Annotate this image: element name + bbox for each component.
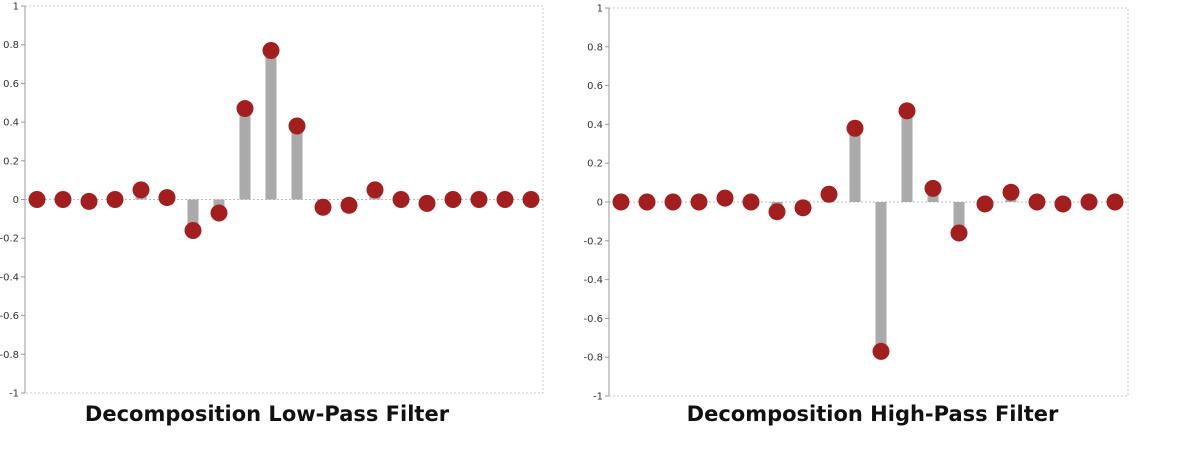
high-pass-point <box>1106 193 1124 211</box>
low-pass-point <box>470 191 488 208</box>
low-pass-point <box>210 204 228 222</box>
low-pass-plot: 1 0.8 0.6 0.4 0.2 0 -0.2 -0.4 -0.6 -0.8 -1 <box>0 2 544 400</box>
low-pass-point <box>444 191 462 208</box>
low-pass-point <box>418 194 436 212</box>
high-pass-point <box>1054 195 1072 213</box>
low-pass-point <box>80 192 98 210</box>
low-pass-point <box>54 191 72 208</box>
y-tick-label: -0.2 <box>583 236 603 247</box>
high-pass-point <box>846 119 864 137</box>
y-tick-label: 0.4 <box>3 118 19 129</box>
low-pass-stem <box>187 199 199 231</box>
high-pass-point <box>1028 193 1046 211</box>
low-pass-point <box>262 42 280 60</box>
high-pass-point <box>612 193 630 211</box>
y-tick-label: -0.4 <box>583 275 603 286</box>
y-tick-label: -1 <box>593 392 603 401</box>
high-pass-point <box>1002 183 1020 201</box>
low-pass-point <box>340 196 358 214</box>
y-tick-label: 1 <box>13 2 19 13</box>
y-tick-label: -0.6 <box>0 311 19 322</box>
y-tick-label: -0.4 <box>0 272 19 283</box>
low-pass-point <box>184 221 202 239</box>
high-pass-point <box>820 185 838 203</box>
high-pass-point <box>794 199 812 217</box>
high-pass-stem <box>901 110 913 202</box>
high-pass-point <box>924 179 942 197</box>
high-pass-point <box>872 342 890 360</box>
low-pass-title: Decomposition Low-Pass Filter <box>84 402 450 426</box>
low-pass-point <box>496 191 514 208</box>
y-tick-label: -0.8 <box>0 350 19 361</box>
high-pass-point <box>742 193 760 211</box>
high-pass-title: Decomposition High-Pass Filter <box>686 402 1059 426</box>
low-pass-point <box>522 191 540 208</box>
high-pass-plot: 1 0.8 0.6 0.4 0.2 0 -0.2 -0.4 -0.6 -0.8 -1 <box>583 4 1129 401</box>
y-tick-label: 0.2 <box>587 159 603 170</box>
high-pass-point <box>1080 193 1098 211</box>
low-pass-stem <box>291 125 303 200</box>
y-tick-label: -0.2 <box>0 234 19 245</box>
low-pass-point <box>366 181 384 199</box>
high-pass-point <box>664 193 682 211</box>
high-pass-point <box>898 102 916 120</box>
low-pass-point <box>236 100 254 118</box>
y-tick-label: -0.8 <box>583 353 603 364</box>
low-pass-point <box>392 191 410 208</box>
high-pass-point <box>950 224 968 242</box>
high-pass-stem <box>849 128 861 202</box>
low-pass-point <box>106 191 124 208</box>
low-pass-stem <box>239 108 251 200</box>
high-pass-point <box>716 189 734 207</box>
y-tick-label: 0.4 <box>587 120 603 131</box>
y-tick-label: 0.6 <box>3 79 19 90</box>
y-tick-label: 0 <box>13 195 19 206</box>
y-tick-label: 0.8 <box>587 42 603 53</box>
high-pass-stem <box>953 202 965 234</box>
low-pass-point <box>158 189 176 207</box>
high-pass-point <box>690 193 708 211</box>
high-pass-point <box>768 203 786 221</box>
y-tick-label: 0.2 <box>3 156 19 167</box>
low-pass-point <box>28 191 46 208</box>
high-pass-point <box>638 193 656 211</box>
low-pass-point <box>132 181 150 199</box>
low-pass-stem <box>265 50 277 200</box>
low-pass-chart: 1 0.8 0.6 0.4 0.2 0 -0.2 -0.4 -0.6 -0.8 -1 Decompo… <box>0 0 560 470</box>
y-tick-label: -1 <box>9 389 19 400</box>
y-tick-label: 0.8 <box>3 40 19 51</box>
y-tick-label: 1 <box>597 4 603 15</box>
high-pass-stem <box>875 202 887 352</box>
low-pass-point <box>314 198 332 216</box>
low-pass-point <box>288 117 306 135</box>
y-tick-label: 0 <box>597 198 603 209</box>
y-tick-label: 0.6 <box>587 81 603 92</box>
high-pass-chart: 1 0.8 0.6 0.4 0.2 0 -0.2 -0.4 -0.6 -0.8 -1 Decompo… <box>580 0 1160 470</box>
high-pass-point <box>976 195 994 213</box>
y-tick-label: -0.6 <box>583 314 603 325</box>
